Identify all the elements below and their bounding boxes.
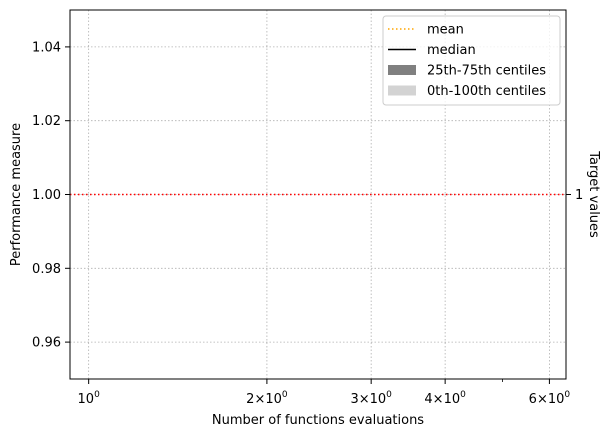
legend-label: median	[427, 43, 476, 58]
right-axis-ticks: 1	[566, 188, 583, 203]
x-tick-label-exponent: 0	[564, 390, 570, 400]
legend-handle-patch	[388, 85, 416, 96]
right-y-axis-label: Target values	[586, 150, 601, 238]
legend-label: 25th-75th centiles	[427, 64, 546, 79]
y-tick-label: 1.02	[32, 114, 61, 129]
y-axis-label: Performance measure	[9, 123, 24, 266]
x-tick-label: 100	[78, 390, 101, 407]
x-tick-label-exponent: 0	[282, 390, 288, 400]
y-tick-label: 0.98	[32, 262, 61, 277]
legend-label: 0th-100th centiles	[427, 84, 546, 99]
legend-label: mean	[427, 23, 464, 38]
x-tick-label-exponent: 0	[94, 390, 100, 400]
y-tick-label: 1.04	[32, 40, 61, 55]
y-tick-label: 1.00	[32, 188, 61, 203]
x-tick-label: 4×100	[424, 390, 466, 407]
y-axis-ticks: 0.96 0.98 1.00 1.02 1.04	[32, 40, 70, 351]
legend-handle-patch	[388, 65, 416, 75]
legend: mean median 25th-75th centiles 0th-100th ce…	[382, 15, 561, 106]
x-tick-label: 6×100	[529, 390, 571, 407]
x-tick-label-mantissa: 4×10	[424, 392, 460, 407]
x-tick-label-exponent: 0	[386, 390, 392, 400]
right-tick-label: 1	[575, 188, 583, 203]
x-tick-label-mantissa: 6×10	[529, 392, 565, 407]
x-tick-label-mantissa: 10	[78, 392, 95, 407]
x-axis-label: Number of functions evaluations	[212, 413, 424, 428]
legend-box	[382, 15, 561, 106]
x-tick-label: 2×100	[246, 390, 288, 407]
x-tick-label: 3×100	[350, 390, 392, 407]
x-tick-label-mantissa: 2×10	[246, 392, 282, 407]
x-tick-label-exponent: 0	[460, 390, 466, 400]
x-axis-ticks: 100 2×100 3×100 4×100 6×100	[78, 379, 571, 407]
x-tick-label-mantissa: 3×10	[350, 392, 386, 407]
y-tick-label: 0.96	[32, 336, 61, 351]
